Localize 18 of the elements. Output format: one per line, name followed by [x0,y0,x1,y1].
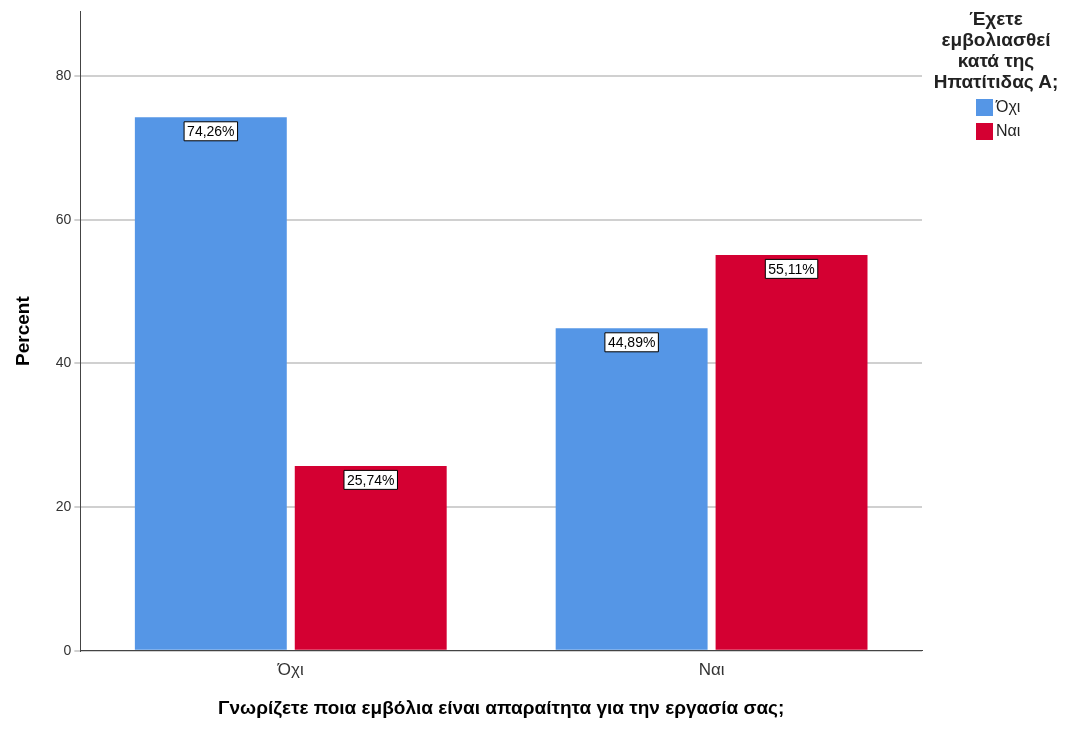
y-tick-label: 60 [55,210,72,227]
data-label: 74,26% [187,123,235,140]
legend-label: Ναι [996,122,1021,140]
data-label: 25,74% [346,471,395,488]
y-tick-label: 0 [63,641,72,658]
data-label: 44,89% [607,334,656,351]
bar [555,328,708,650]
x-axis-title: Γνωρίζετε ποια εμβόλια είναι απαραίτητα για την εργασία σας; [218,696,785,719]
y-axis-title: Percent [11,295,33,366]
bar [134,117,287,650]
bar [715,254,868,650]
data-label: 55,11% [768,260,815,277]
legend-label: Όχι [996,98,1021,116]
legend-title: Έχετε εμβολιασθεί κατά της Ηπατίτιδας Α; [932,8,1060,92]
y-tick-label: 80 [55,66,72,83]
bar [294,465,447,650]
y-tick-label: 20 [55,497,72,514]
y-tick-label: 40 [55,354,72,371]
